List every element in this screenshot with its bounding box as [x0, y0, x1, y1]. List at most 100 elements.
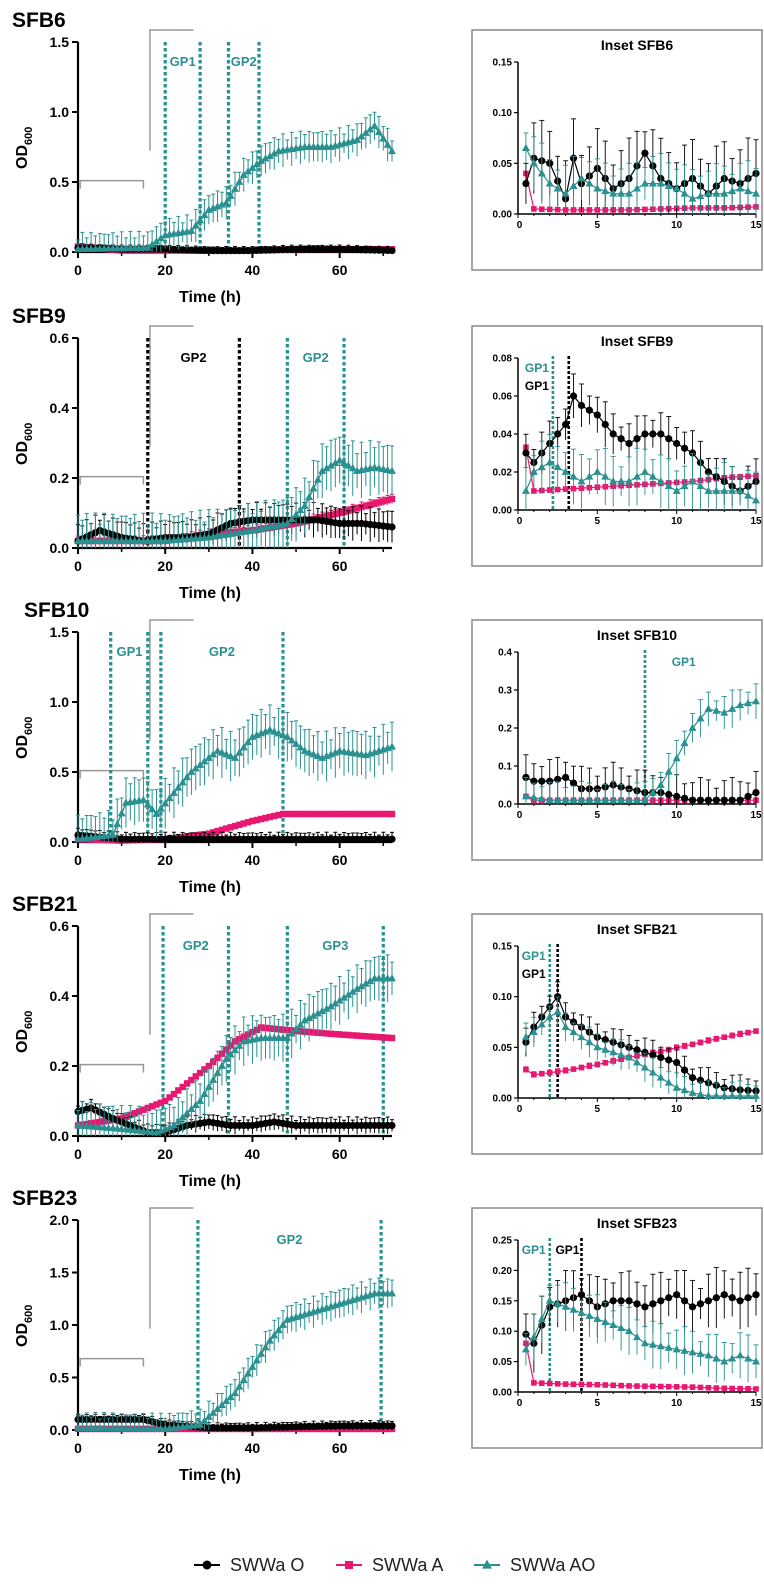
inset-data-point	[752, 1291, 760, 1299]
data-point	[217, 748, 226, 756]
data-point	[287, 1029, 296, 1037]
inset-data-point	[609, 477, 618, 485]
data-point	[174, 1117, 183, 1125]
zoom-bracket	[79, 179, 145, 189]
data-point	[384, 496, 391, 504]
y-tick-label: 0.2	[50, 1058, 70, 1074]
data-point	[335, 456, 344, 464]
data-point	[332, 810, 339, 818]
inset-data-point	[601, 186, 610, 195]
inset-data-point	[609, 189, 618, 197]
inset-y-tick-label: 0.02	[493, 468, 513, 479]
inset-data-point	[531, 1380, 537, 1386]
data-point	[248, 163, 257, 171]
data-point	[200, 757, 209, 765]
inset-data-point	[546, 777, 554, 785]
inset-gp-label: GP1	[555, 1243, 579, 1257]
data-point	[388, 742, 396, 750]
data-point	[357, 132, 366, 140]
inset-sfb9: Inset SFB9 0.00 0.02 0.04 0.06 0.08 5 10 15 0 GP1 G…	[471, 325, 763, 567]
data-point	[353, 135, 362, 143]
inset-data-point	[665, 435, 673, 443]
data-point	[380, 810, 387, 818]
inset-data-point	[545, 1012, 554, 1020]
data-point	[305, 492, 314, 501]
data-point	[178, 1113, 187, 1121]
data-point	[274, 729, 283, 737]
data-point	[388, 495, 396, 503]
inset-data-point	[648, 788, 657, 796]
panel-sfb6: SFB6 0.0 0.5 1.0 1.5 0 20 40 60 Time (h) OD600 GP1 G…	[12, 9, 763, 306]
inset-x-tick-label: 5	[595, 1104, 601, 1115]
inset-data-point	[672, 754, 681, 762]
inset-data-point	[664, 767, 673, 775]
inset-data-point	[593, 1314, 602, 1322]
inset-y-tick-label: 0.04	[493, 430, 513, 441]
data-point	[300, 746, 309, 754]
inset-data-point	[720, 1357, 729, 1365]
data-point	[244, 819, 252, 826]
inset-connector	[149, 619, 194, 741]
data-point	[309, 484, 318, 492]
x-tick-label: 20	[157, 1146, 173, 1162]
data-point	[327, 810, 335, 818]
series-ao	[74, 1277, 396, 1432]
inset-data-point	[553, 462, 562, 471]
y-tick-label: 0.4	[50, 988, 70, 1004]
data-point	[169, 1121, 178, 1129]
x-tick-label: 0	[74, 1440, 82, 1456]
y-axis-label: OD600	[14, 423, 35, 465]
data-point	[383, 140, 392, 148]
data-point	[357, 982, 366, 990]
data-point	[148, 805, 157, 813]
y-tick-label: 2.0	[50, 1212, 70, 1228]
inset-data-point	[633, 184, 641, 192]
data-point	[178, 778, 187, 786]
data-point	[174, 783, 183, 791]
data-point	[183, 772, 191, 781]
inset-data-point	[640, 1339, 649, 1347]
inset-data-point	[521, 486, 530, 494]
x-axis-label: Time (h)	[179, 585, 241, 602]
data-point	[388, 1121, 396, 1130]
data-point	[139, 795, 148, 803]
inset-data-point	[664, 1078, 673, 1086]
data-point	[283, 732, 292, 740]
data-point	[353, 810, 361, 818]
data-point	[205, 830, 213, 837]
inset-connector	[149, 29, 194, 151]
data-point	[305, 810, 313, 818]
inset-data-point	[617, 189, 626, 197]
x-tick-label: 20	[157, 262, 173, 278]
x-tick-label: 60	[332, 1440, 348, 1456]
data-point	[204, 1412, 213, 1420]
inset-data-point	[673, 439, 681, 448]
inset-data-point	[680, 1346, 689, 1354]
inset-data-point	[569, 392, 578, 400]
inset-data-point	[569, 181, 578, 190]
x-tick-label: 0	[74, 558, 82, 574]
inset-data-point	[720, 1091, 729, 1099]
data-point	[326, 461, 335, 469]
data-point	[313, 751, 322, 760]
data-point	[131, 1110, 138, 1117]
data-point	[113, 819, 122, 828]
data-point	[301, 810, 308, 818]
data-point	[248, 1362, 257, 1370]
data-point	[279, 1320, 287, 1328]
inset-data-point	[752, 1357, 760, 1365]
data-point	[283, 1033, 292, 1041]
data-point	[349, 1032, 356, 1039]
gp-label: GP1	[170, 54, 196, 69]
panel-title: SFB6	[12, 9, 66, 32]
inset-data-point	[569, 795, 578, 804]
data-point	[209, 750, 218, 758]
y-tick-label: 1.5	[50, 624, 70, 640]
y-axis-label-subscript: 600	[23, 127, 35, 145]
data-point	[384, 1034, 391, 1041]
y-axis-label: OD600	[14, 717, 35, 759]
x-tick-label: 60	[332, 262, 348, 278]
inset-y-tick-label: 0.1	[498, 762, 512, 773]
inset-y-tick-label: 0.25	[493, 1236, 513, 1247]
